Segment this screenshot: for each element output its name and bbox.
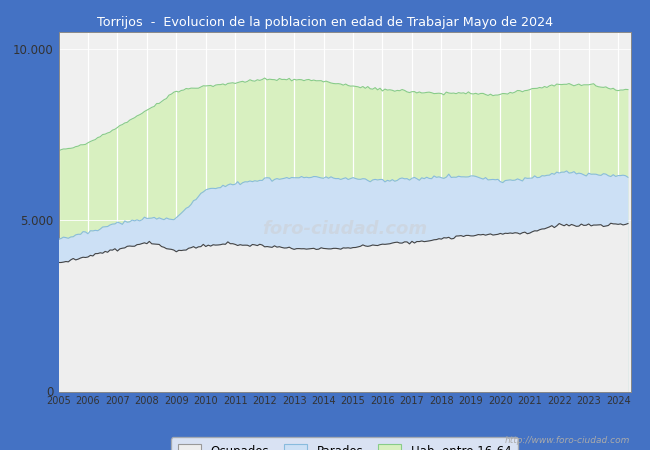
Text: http://www.foro-ciudad.com: http://www.foro-ciudad.com	[505, 436, 630, 445]
Text: foro-ciudad.com: foro-ciudad.com	[262, 220, 427, 238]
Legend: Ocupados, Parados, Hab. entre 16-64: Ocupados, Parados, Hab. entre 16-64	[171, 437, 518, 450]
Text: Torrijos  -  Evolucion de la poblacion en edad de Trabajar Mayo de 2024: Torrijos - Evolucion de la poblacion en …	[97, 16, 553, 29]
